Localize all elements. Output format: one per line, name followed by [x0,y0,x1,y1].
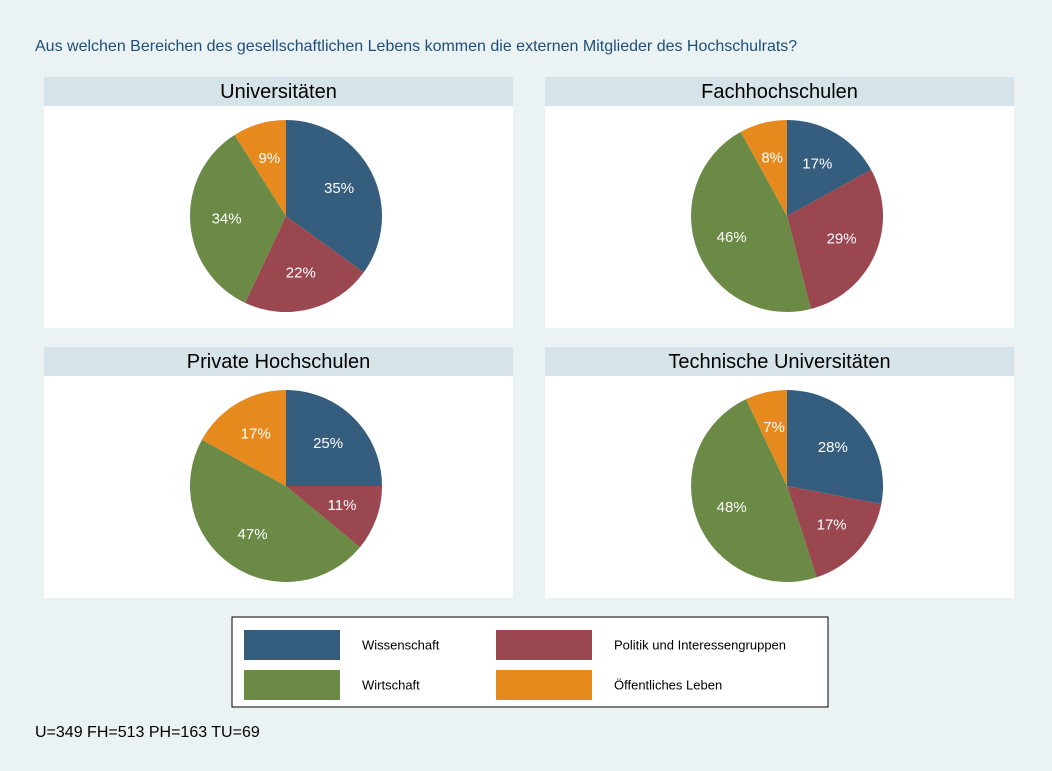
data-label: 11% [328,497,357,514]
panel-title: Universitäten [220,81,337,103]
pie-slice [190,439,360,582]
data-label: 9% [259,150,281,167]
pie-slice [189,134,286,303]
panel-header [545,77,1014,106]
pie-slice [245,216,364,312]
data-label: 28% [818,439,848,456]
pie-slice [787,120,872,216]
chart-title: Aus welchen Bereichen des gesellschaftli… [35,38,797,55]
panel-header [44,77,513,106]
data-label: 8% [761,149,783,166]
note: U=349 FH=513 PH=163 TU=69 [35,724,260,741]
data-label: 7% [763,419,785,436]
pie-slice [286,390,382,486]
pie-slice [787,169,884,309]
pie-slice [690,399,817,583]
pie-slice [201,390,286,486]
legend-label: Politik und Interessengruppen [614,637,786,652]
pie-slice [286,120,382,273]
panel-header [545,347,1014,376]
data-label: 17% [817,516,847,533]
legend-label: Öffentliches Leben [614,677,722,692]
pie-slice [746,390,787,486]
data-label: 25% [313,435,343,452]
panel-header [44,347,513,376]
legend-label: Wissenschaft [362,637,440,652]
data-label: 35% [324,180,354,197]
data-label: 47% [238,526,268,543]
pie-slice [787,390,883,504]
data-label: 48% [717,499,747,516]
legend-swatch [496,630,592,660]
pie-slice [286,486,382,548]
data-label: 34% [212,211,242,228]
data-label: 46% [717,229,747,246]
data-label: 29% [827,231,857,248]
legend-label: Wirtschaft [362,677,420,692]
panel-title: Private Hochschulen [187,351,370,373]
legend-swatch [244,670,340,700]
data-label: 17% [802,156,832,173]
pie-slice [787,486,882,578]
panel-title: Fachhochschulen [701,81,858,103]
pie-slice [691,131,811,312]
legend-swatch [244,630,340,660]
pie-slice [234,120,286,216]
data-label: 17% [241,426,271,443]
pie-slice [740,120,787,216]
legend-swatch [496,670,592,700]
data-label: 22% [286,265,316,282]
panel-title: Technische Universitäten [668,351,890,373]
